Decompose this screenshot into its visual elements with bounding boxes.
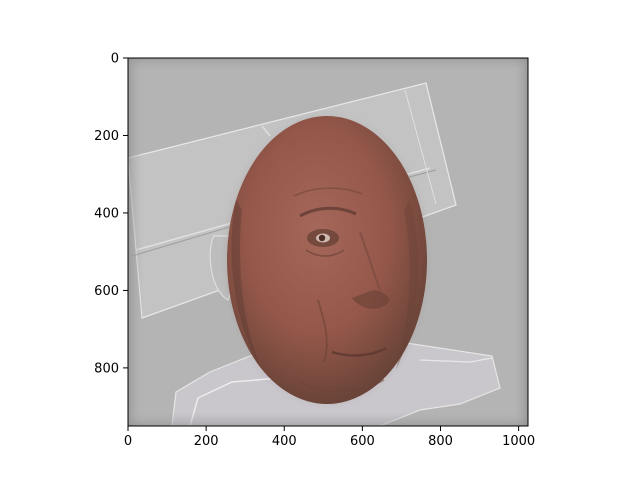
axes-frame — [127, 57, 529, 427]
y-tick-label: 200 — [94, 129, 119, 144]
vignette-v — [128, 58, 528, 426]
y-tick-label: 600 — [94, 284, 119, 299]
x-tick-label: 400 — [272, 434, 297, 449]
x-tick-label: 600 — [350, 434, 375, 449]
y-tick-label: 800 — [94, 361, 119, 376]
x-tick-label: 800 — [428, 434, 453, 449]
x-tick-label: 1000 — [502, 434, 535, 449]
y-tick-label: 0 — [111, 52, 119, 67]
x-tick-label: 200 — [194, 434, 219, 449]
y-axis: 0 200 400 600 800 — [94, 52, 128, 376]
x-tick-label: 0 — [124, 434, 132, 449]
hybrid-image — [128, 58, 528, 426]
x-axis: 0 200 400 600 800 1000 — [124, 426, 535, 449]
y-tick-label: 400 — [94, 206, 119, 221]
